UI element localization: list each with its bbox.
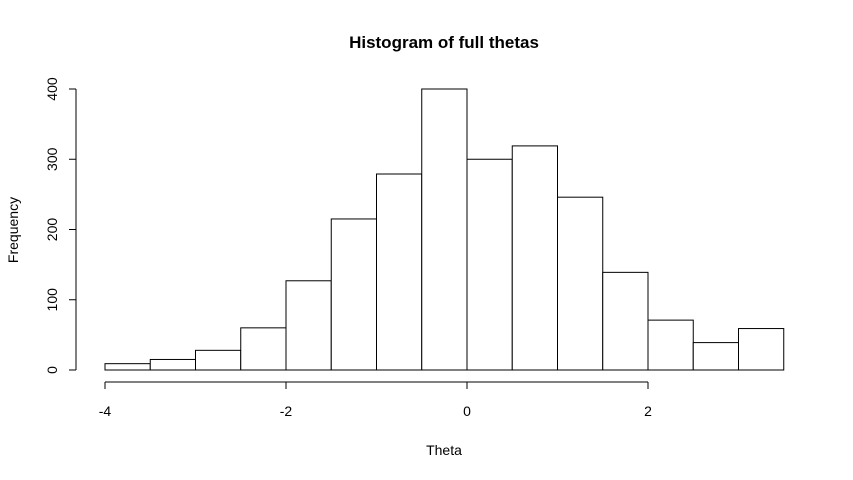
histogram-bar: [602, 271, 649, 371]
histogram-bar: [285, 280, 332, 371]
histogram-bar: [466, 158, 513, 371]
y-axis: 0 100 200 300 400: [44, 77, 77, 374]
histogram-bar: [511, 145, 558, 371]
histogram-bar: [104, 363, 151, 371]
histogram-bar: [421, 88, 468, 371]
y-tick-label: 100: [44, 288, 60, 312]
y-tick-label: 200: [44, 218, 60, 242]
histogram-bars: [104, 88, 785, 371]
histogram-bar: [647, 319, 694, 371]
histogram-bar: [692, 342, 739, 371]
histogram-bar: [376, 173, 423, 371]
y-tick-label: 400: [44, 77, 60, 101]
y-axis-title: Frequency: [5, 197, 21, 263]
histogram-bar: [557, 196, 604, 371]
x-axis-title: Theta: [426, 442, 462, 458]
x-axis: -4 -2 0 2: [99, 381, 652, 419]
histogram-bar: [330, 218, 377, 371]
histogram-bar: [738, 328, 785, 371]
y-tick-label: 0: [44, 366, 60, 374]
y-tick-label: 300: [44, 147, 60, 171]
x-tick-label: -2: [280, 403, 293, 419]
x-tick-label: 0: [463, 403, 471, 419]
histogram-bar: [195, 349, 242, 371]
x-tick-label: -4: [99, 403, 112, 419]
chart-title: Histogram of full thetas: [349, 33, 539, 52]
x-tick-label: 2: [644, 403, 652, 419]
histogram-bar: [149, 358, 196, 371]
histogram-bar: [240, 327, 287, 371]
